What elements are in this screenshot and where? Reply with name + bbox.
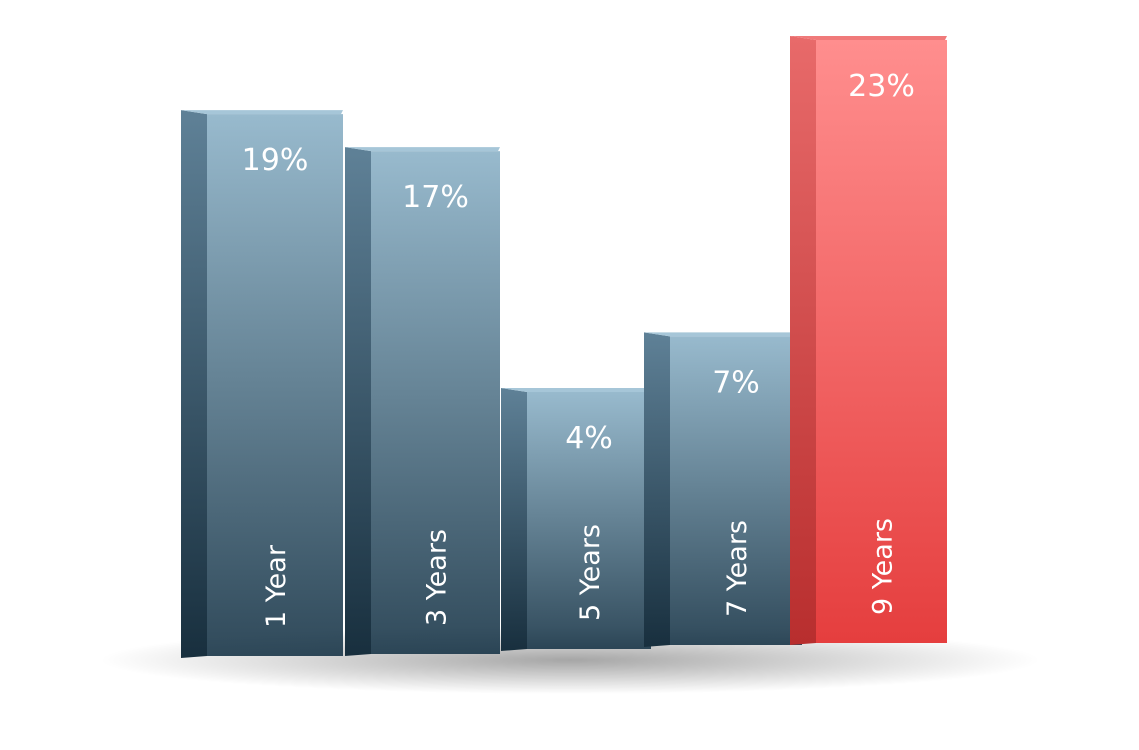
category-label: 7 Years: [722, 520, 753, 617]
value-label: 17%: [402, 180, 469, 215]
bar-top: [181, 110, 343, 115]
bar-group: 4% 5 Years: [501, 388, 651, 651]
category-label: 3 Years: [422, 529, 453, 626]
bar: [670, 336, 802, 645]
bar: [816, 40, 947, 643]
bar-group: 23% 9 Years: [790, 36, 947, 645]
bar: [371, 151, 500, 654]
value-label: 19%: [242, 143, 309, 178]
bar-top: [790, 36, 947, 40]
bar-side: [644, 332, 670, 647]
category-label: 1 Year: [261, 544, 292, 628]
bars-layer: 19% 1 Year 17% 3 Years 4% 5 Years 7% 7 Years 23%…: [181, 36, 947, 658]
bar: [527, 392, 651, 649]
value-label: 23%: [848, 69, 915, 104]
bar-group: 17% 3 Years: [345, 147, 500, 656]
category-label: 5 Years: [575, 524, 606, 621]
value-label: 4%: [565, 421, 613, 456]
bar-top: [501, 388, 651, 392]
bar-side: [790, 36, 816, 645]
category-label: 9 Years: [868, 518, 899, 615]
bar-top: [345, 147, 500, 152]
bar-side: [501, 388, 527, 651]
value-label: 7%: [712, 365, 760, 400]
bar: [207, 114, 343, 656]
bar-side: [345, 147, 371, 656]
bar-group: 19% 1 Year: [181, 110, 343, 658]
bar-top: [644, 332, 802, 337]
bar-side: [181, 110, 207, 658]
bar-group: 7% 7 Years: [644, 332, 802, 647]
